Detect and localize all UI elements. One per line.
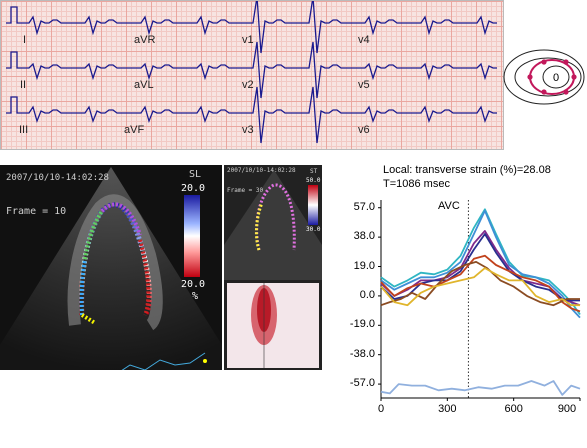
chart-series [380, 208, 581, 396]
ecg-trace [6, 86, 497, 144]
scale-max: 20.0 [181, 183, 206, 194]
strain-series-line [380, 260, 580, 307]
strain-series-line [380, 208, 581, 316]
ventricle-orientation-icon: 0 [503, 49, 585, 105]
echo-timestamp: 2007/10/10-14:02:28 [227, 167, 296, 174]
avc-marker-label: AVC [438, 200, 460, 212]
ecg-lead-label: v3 [242, 124, 254, 136]
echo-timestamp: 2007/10/10-14:02:28 [6, 173, 109, 183]
ecg-lead-label: I [23, 34, 27, 46]
ecg-lead-label: v2 [242, 79, 254, 91]
y-tick-label: 57.0 [353, 200, 375, 213]
y-tick-label: 0.0 [359, 288, 375, 301]
echo-frame-label: Frame = 30 [227, 187, 264, 194]
strain-series-line [380, 267, 580, 307]
x-tick-label: 300 [438, 403, 457, 415]
strain-series-line [380, 254, 581, 313]
strain-series-line [380, 209, 581, 319]
ecg-lead-label: v4 [358, 34, 370, 46]
y-tick-label: 38.0 [353, 230, 375, 243]
echo-apical-view: 2007/10/10-14:02:28 Frame = 10 SL 20.0 2… [0, 165, 222, 370]
ecg-lead-label: III [19, 124, 29, 136]
scale-min: 20.0 [181, 279, 206, 290]
x-tick-label: 900 [557, 403, 577, 415]
x-tick-label: 600 [504, 403, 523, 415]
x-tick-label: 0 [377, 403, 385, 415]
y-tick-label: -57.0 [349, 377, 375, 390]
scale-unit: % [192, 291, 199, 302]
scale-label: ST [310, 168, 318, 175]
strain-series-line [380, 380, 581, 396]
scale-max: 50.0 [306, 177, 321, 184]
ecg-lead-label: v5 [358, 79, 370, 91]
ecg-lead-label: aVR [134, 34, 156, 46]
echo-image [0, 167, 222, 370]
echo-mmode-image [224, 170, 322, 368]
ecg-trace [6, 1, 497, 54]
y-tick-label: -38.0 [349, 347, 375, 360]
echo-frame-label: Frame = 10 [6, 206, 67, 217]
y-tick-label: 19.0 [353, 259, 375, 272]
strain-series-line [380, 233, 580, 302]
ecg-traces [6, 1, 497, 144]
scale-min: 30.0 [306, 226, 321, 233]
ecg-lead-label: aVF [124, 124, 145, 136]
scale-label: SL [189, 169, 202, 180]
ecg-trace [6, 41, 497, 99]
y-tick-label: -19.0 [349, 318, 375, 331]
orientation-label: 0 [553, 72, 559, 84]
strain-header-line2: T=1086 msec [383, 178, 450, 190]
ecg-panel: I aVR v1 v4 II aVL v2 v5 III aVF v3 v6 [0, 0, 504, 150]
ecg-lead-label: aVL [134, 79, 154, 91]
strain-header: Local: transverse strain (%)=28.08 T=108… [383, 163, 551, 191]
strain-header-line1: Local: transverse strain (%)=28.08 [383, 164, 551, 176]
ecg-lead-label: v1 [242, 34, 254, 46]
ecg-lead-label: II [20, 79, 27, 91]
ecg-lead-label: v6 [358, 124, 370, 136]
echo-mmode-view: 2007/10/10-14:02:28 Frame = 30 ST 50.0 3… [224, 165, 322, 370]
chart-axes [378, 200, 581, 401]
